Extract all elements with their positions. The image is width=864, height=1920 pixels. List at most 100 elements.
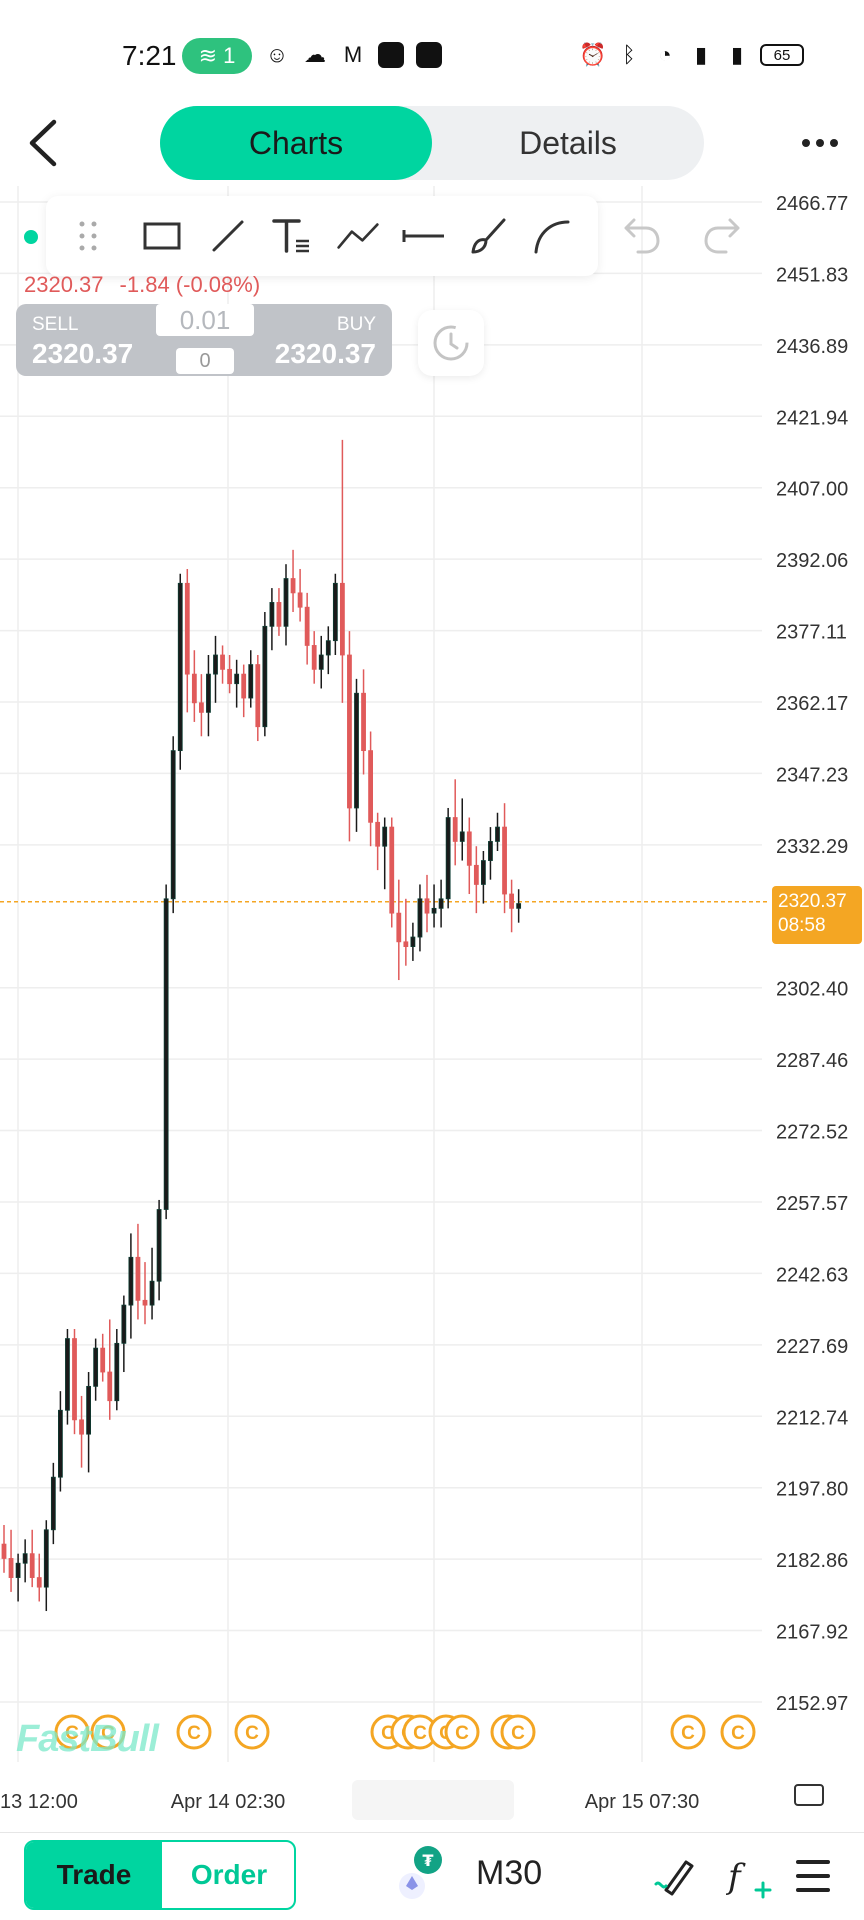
candle-body	[431, 907, 437, 914]
bar-countdown: 08:58	[778, 915, 826, 936]
sell-label[interactable]: SELL	[32, 314, 79, 335]
candle-body	[163, 898, 169, 1210]
y-tick-label: 2182.86	[776, 1550, 848, 1572]
drawing-toolbar	[46, 196, 598, 276]
refresh-button[interactable]	[418, 310, 484, 376]
signal-icon: ▮	[694, 42, 708, 67]
candle-body	[389, 826, 395, 914]
candle-body	[297, 592, 303, 608]
sell-price[interactable]: 2320.37	[32, 338, 134, 369]
notification-icons: ☺ ☁ M	[264, 42, 442, 68]
candle-body	[29, 1553, 35, 1578]
undo-icon[interactable]	[620, 214, 664, 258]
arc-icon[interactable]	[530, 214, 574, 258]
menu-button[interactable]	[796, 1860, 830, 1892]
back-button[interactable]	[24, 118, 64, 168]
candle-body	[156, 1209, 162, 1282]
event-marker-glyph: C	[187, 1723, 201, 1744]
candle-body	[227, 668, 233, 685]
candle-body	[495, 826, 500, 842]
battery-icon: 65	[760, 44, 804, 66]
gmail-icon: M	[343, 42, 363, 67]
candle-body	[382, 826, 388, 847]
candle-body	[318, 654, 324, 670]
hotspot-icon: ≋	[198, 43, 218, 68]
change-value: -1.84 (-0.08%)	[119, 272, 261, 297]
candle-body	[304, 606, 310, 646]
text-icon[interactable]	[270, 214, 314, 258]
tab-details[interactable]: Details	[519, 124, 617, 161]
order-button[interactable]: Order	[190, 1859, 268, 1890]
candle-body	[262, 625, 268, 728]
pencil-icon	[654, 1860, 694, 1896]
event-marker-glyph: C	[101, 1723, 115, 1744]
candle-body	[325, 640, 331, 656]
indicator-button[interactable]: f	[725, 1852, 776, 1902]
more-dot	[816, 139, 824, 147]
candle-body	[107, 1371, 113, 1402]
draw-tool-button[interactable]	[652, 1854, 698, 1900]
svg-text:f: f	[726, 1857, 746, 1897]
candle-body	[135, 1256, 141, 1301]
candle-body	[375, 821, 381, 847]
candle-body	[198, 702, 204, 713]
candle-body	[93, 1347, 99, 1387]
drag-handle-icon[interactable]	[66, 214, 110, 258]
y-tick-label: 2287.46	[776, 1050, 848, 1072]
candle-body	[466, 831, 472, 866]
buy-label[interactable]: BUY	[336, 314, 376, 335]
system-icons: ⏰ ᛒ ◔ ▮ ▮ 65	[579, 42, 804, 68]
candle-body	[290, 578, 296, 594]
rectangle-icon[interactable]	[140, 214, 184, 258]
buy-price[interactable]: 2320.37	[274, 338, 376, 369]
trade-button[interactable]: Trade	[26, 1842, 162, 1908]
y-tick-label: 2421.94	[776, 407, 848, 429]
fit-screen-icon[interactable]	[794, 1784, 824, 1806]
candle-body	[502, 826, 507, 895]
event-marker-glyph: C	[511, 1723, 525, 1744]
live-indicator	[24, 230, 38, 244]
undo-glyph	[624, 218, 660, 254]
time-scroll-handle[interactable]	[352, 1780, 514, 1820]
candle-body	[452, 817, 458, 842]
candle-body	[255, 664, 261, 728]
candle-body	[459, 831, 465, 842]
bluetooth-icon: ᛒ	[622, 42, 636, 67]
fastbull-watermark: FastBull	[16, 1718, 159, 1760]
candle-body	[488, 841, 493, 861]
candle-body	[410, 936, 416, 947]
event-marker-icon	[720, 1714, 756, 1750]
y-tick-label: 2407.00	[776, 479, 848, 501]
more-dot	[802, 139, 810, 147]
y-tick-label: 2466.77	[776, 193, 848, 215]
line-icon[interactable]	[206, 214, 250, 258]
tab-charts[interactable]: Charts	[160, 106, 432, 180]
quick-trade-panel: SELL 2320.37 BUY 2320.37 0.01 0	[16, 304, 392, 376]
app-icon	[378, 42, 404, 68]
status-bar: 7:21 ≋ 1 ☺ ☁ M ⏰ ᛒ ◔ ▮ ▮ 65	[0, 0, 864, 100]
candle-body	[248, 664, 254, 699]
symbol-icon[interactable]: ₮	[396, 1842, 448, 1906]
event-marker-icon	[54, 1714, 90, 1750]
candle-body	[516, 903, 522, 909]
brush-glyph	[471, 218, 506, 254]
redo-icon[interactable]	[700, 214, 744, 258]
lot-size-input[interactable]: 0.01	[156, 304, 254, 336]
status-time: 7:21	[122, 40, 177, 71]
brush-icon[interactable]	[466, 214, 510, 258]
bottom-divider	[0, 1832, 864, 1833]
horizontal-line-icon[interactable]	[402, 214, 446, 258]
timeframe-selector[interactable]: M30	[476, 1854, 543, 1892]
more-button[interactable]	[798, 128, 842, 158]
candle-body	[8, 1558, 14, 1578]
y-tick-label: 2332.29	[776, 836, 848, 858]
polyline-icon[interactable]	[336, 214, 380, 258]
y-tick-label: 2392.06	[776, 550, 848, 572]
y-tick-label: 2242.63	[776, 1264, 848, 1286]
candle-body	[509, 893, 515, 909]
y-tick-label: 2152.97	[776, 1693, 848, 1715]
price-chart[interactable]: 2466.77 2451.83 2436.89 2421.94 2407.00 2392.…	[0, 186, 864, 1832]
hotspot-badge: ≋ 1	[182, 38, 252, 74]
event-marker-icon	[176, 1714, 212, 1750]
current-price-label: 2320.37	[778, 891, 847, 912]
